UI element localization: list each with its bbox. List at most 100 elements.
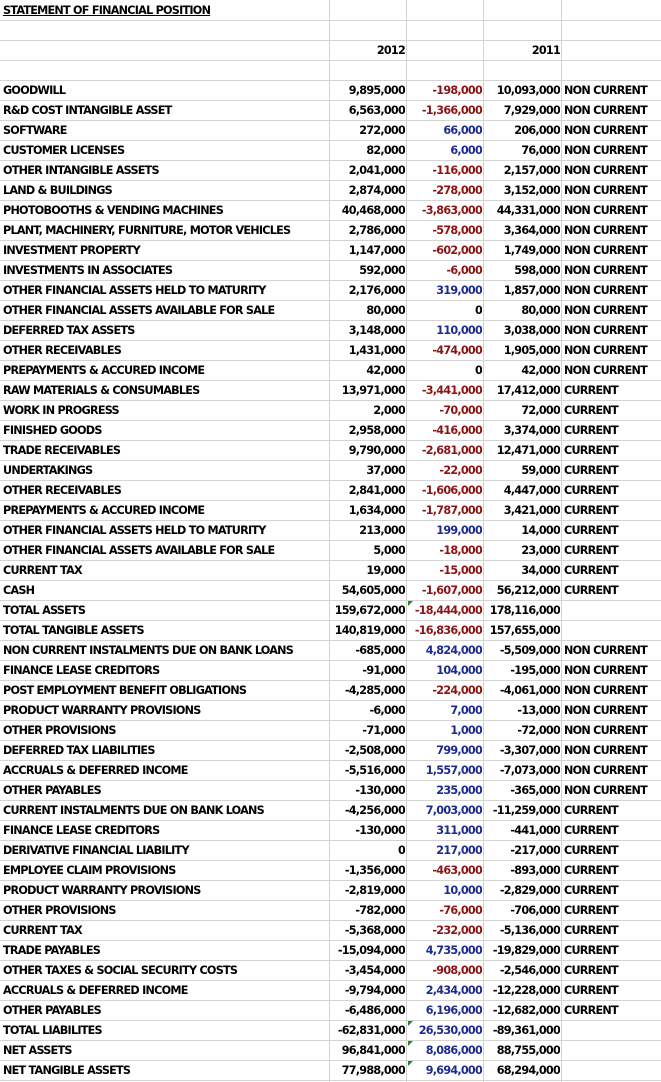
classification[interactable]: NON CURRENT (564, 324, 648, 337)
classification[interactable]: NON CURRENT (564, 684, 648, 697)
value-change[interactable]: -232,000 (432, 924, 482, 937)
row-label[interactable]: INVESTMENT PROPERTY (3, 244, 141, 257)
value-change[interactable]: -1,607,000 (421, 584, 482, 597)
value-change[interactable]: 6,000 (450, 144, 482, 157)
value-change[interactable]: 7,000 (450, 704, 482, 717)
value-2011[interactable]: -13,000 (517, 704, 560, 717)
value-change[interactable]: 2,434,000 (425, 984, 482, 997)
value-2011[interactable]: -195,000 (510, 664, 560, 677)
value-change[interactable]: -578,000 (432, 224, 482, 237)
sheet-title[interactable]: STATEMENT OF FINANCIAL POSITION (3, 4, 211, 17)
classification[interactable] (564, 621, 661, 640)
classification[interactable]: NON CURRENT (564, 224, 648, 237)
value-change[interactable]: 66,000 (443, 124, 482, 137)
row-label[interactable]: DEFERRED TAX ASSETS (3, 324, 135, 337)
row-label[interactable]: LAND & BUILDINGS (3, 184, 113, 197)
value-2012[interactable]: -91,000 (362, 664, 405, 677)
value-2012[interactable]: 96,841,000 (341, 1044, 405, 1057)
row-label[interactable]: TOTAL TANGIBLE ASSETS (3, 624, 145, 637)
row-label[interactable]: OTHER PROVISIONS (3, 904, 116, 917)
row-label[interactable]: NON CURRENT INSTALMENTS DUE ON BANK LOAN… (3, 644, 294, 657)
row-label[interactable]: TOTAL LIABILITES (3, 1024, 103, 1037)
row-label[interactable]: GOODWILL (3, 84, 66, 97)
value-2011[interactable]: -441,000 (510, 824, 560, 837)
row-label[interactable]: PLANT, MACHINERY, FURNITURE, MOTOR VEHIC… (3, 224, 291, 237)
classification[interactable]: NON CURRENT (564, 364, 648, 377)
classification[interactable]: NON CURRENT (564, 304, 648, 317)
value-2012[interactable]: -2,819,000 (344, 884, 405, 897)
value-2012[interactable]: -15,094,000 (337, 944, 405, 957)
classification[interactable] (564, 1061, 661, 1080)
value-2011[interactable]: 3,038,000 (503, 324, 560, 337)
classification[interactable]: CURRENT (564, 504, 619, 517)
value-2011[interactable]: 88,755,000 (496, 1044, 560, 1057)
classification[interactable]: CURRENT (564, 1004, 619, 1017)
value-2011[interactable]: -12,682,000 (492, 1004, 560, 1017)
classification[interactable]: CURRENT (564, 884, 619, 897)
row-label[interactable]: FINANCE LEASE CREDITORS (3, 824, 160, 837)
value-change[interactable]: 1,557,000 (425, 764, 482, 777)
value-2012[interactable]: -9,794,000 (344, 984, 405, 997)
value-change[interactable]: 235,000 (436, 784, 482, 797)
value-change[interactable]: 9,694,000 (425, 1064, 482, 1077)
value-2012[interactable]: 2,841,000 (348, 484, 405, 497)
value-2012[interactable]: -6,000 (369, 704, 405, 717)
value-change[interactable]: 8,086,000 (425, 1044, 482, 1057)
classification[interactable]: CURRENT (564, 404, 619, 417)
classification[interactable] (564, 1021, 661, 1040)
value-2012[interactable]: 2,786,000 (348, 224, 405, 237)
value-change[interactable]: 799,000 (436, 744, 482, 757)
classification[interactable]: NON CURRENT (564, 184, 648, 197)
value-2012[interactable]: -5,516,000 (344, 764, 405, 777)
value-change[interactable]: -18,444,000 (414, 604, 482, 617)
row-label[interactable]: ACCRUALS & DEFERRED INCOME (3, 764, 188, 777)
value-2012[interactable]: -1,356,000 (344, 864, 405, 877)
value-2011[interactable]: 34,000 (521, 564, 560, 577)
value-change[interactable]: -278,000 (432, 184, 482, 197)
row-label[interactable]: FINANCE LEASE CREDITORS (3, 664, 160, 677)
classification[interactable]: CURRENT (564, 844, 619, 857)
value-2011[interactable]: -365,000 (510, 784, 560, 797)
classification[interactable]: CURRENT (564, 904, 619, 917)
value-2011[interactable]: -893,000 (510, 864, 560, 877)
value-2012[interactable]: -62,831,000 (337, 1024, 405, 1037)
value-2011[interactable]: 178,116,000 (489, 604, 560, 617)
value-change[interactable]: -15,000 (439, 564, 482, 577)
row-label[interactable]: PHOTOBOOTHS & VENDING MACHINES (3, 204, 224, 217)
value-2012[interactable]: 2,000 (373, 404, 405, 417)
classification[interactable]: NON CURRENT (564, 144, 648, 157)
row-label[interactable]: R&D COST INTANGIBLE ASSET (3, 104, 172, 117)
value-2011[interactable]: 3,152,000 (503, 184, 560, 197)
value-2012[interactable]: 77,988,000 (341, 1064, 405, 1077)
value-change[interactable]: -6,000 (446, 264, 482, 277)
row-label[interactable]: CASH (3, 584, 35, 597)
row-label[interactable]: OTHER FINANCIAL ASSETS HELD TO MATURITY (3, 524, 266, 537)
value-2011[interactable]: 56,212,000 (496, 584, 560, 597)
value-2011[interactable]: -5,509,000 (499, 644, 560, 657)
classification[interactable]: NON CURRENT (564, 704, 648, 717)
value-2012[interactable]: -6,486,000 (344, 1004, 405, 1017)
value-change[interactable]: -602,000 (432, 244, 482, 257)
classification[interactable]: NON CURRENT (564, 344, 648, 357)
value-2012[interactable]: 592,000 (359, 264, 405, 277)
row-label[interactable]: CUSTOMER LICENSES (3, 144, 125, 157)
classification[interactable]: NON CURRENT (564, 244, 648, 257)
row-label[interactable]: NET ASSETS (3, 1044, 72, 1057)
row-label[interactable]: PREPAYMENTS & ACCURED INCOME (3, 504, 205, 517)
value-change[interactable]: -16,836,000 (414, 624, 482, 637)
value-2012[interactable]: 80,000 (366, 304, 405, 317)
row-label[interactable]: EMPLOYEE CLAIM PROVISIONS (3, 864, 176, 877)
value-2012[interactable]: -2,508,000 (344, 744, 405, 757)
row-label[interactable]: ACCRUALS & DEFERRED INCOME (3, 984, 188, 997)
value-change[interactable]: 6,196,000 (425, 1004, 482, 1017)
row-label[interactable]: OTHER TAXES & SOCIAL SECURITY COSTS (3, 964, 238, 977)
value-2012[interactable]: -685,000 (355, 644, 405, 657)
classification[interactable]: NON CURRENT (564, 124, 648, 137)
row-label[interactable]: PRODUCT WARRANTY PROVISIONS (3, 704, 201, 717)
value-2012[interactable]: 1,431,000 (348, 344, 405, 357)
header-2012[interactable]: 2012 (376, 44, 405, 57)
value-change[interactable]: -224,000 (432, 684, 482, 697)
value-change[interactable]: -2,681,000 (421, 444, 482, 457)
value-2011[interactable]: -11,259,000 (492, 804, 560, 817)
row-label[interactable]: SOFTWARE (3, 124, 67, 137)
